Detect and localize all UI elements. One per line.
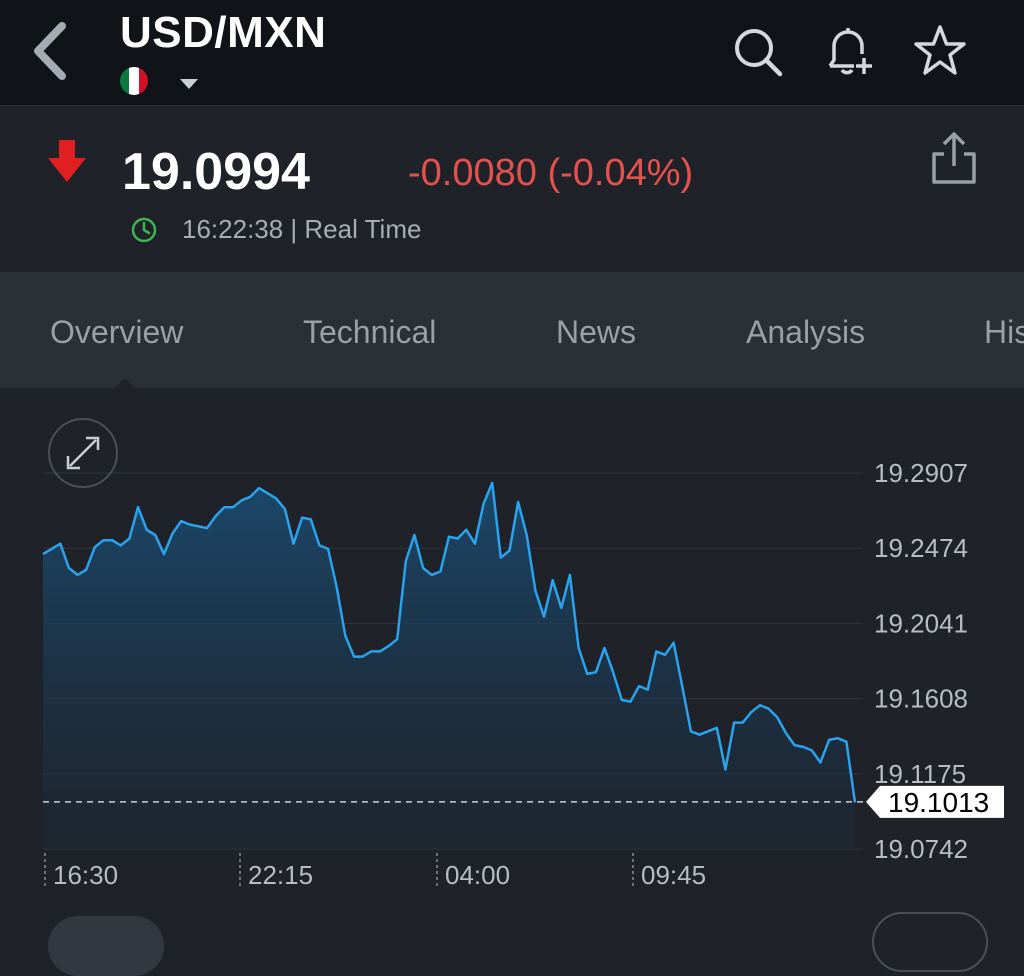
top-bar: USD/MXN (0, 0, 1024, 106)
current-price-tag (866, 785, 1004, 818)
current-price-label: 19.1013 (888, 787, 989, 818)
mexico-flag-icon[interactable] (120, 67, 148, 95)
chart-settings-button[interactable] (872, 912, 988, 972)
x-tick-label: 04:00 (445, 860, 510, 890)
quote-panel: 19.0994 -0.0080 (-0.04%) 16:22:38 | Real… (0, 106, 1024, 272)
price-chart[interactable]: 19.2907 19.2474 19.2041 19.1608 19.1175 19.07… (0, 388, 1024, 938)
x-tick-label: 09:45 (641, 860, 706, 890)
tab-analysis[interactable]: Analysis (746, 314, 866, 350)
price-change: -0.0080 (-0.04%) (408, 152, 694, 194)
timestamp-status: 16:22:38 | Real Time (182, 214, 422, 244)
tab-news[interactable]: News (556, 314, 637, 350)
back-icon[interactable] (26, 20, 78, 82)
y-tick-label: 19.2907 (874, 458, 968, 488)
add-alert-bell-icon[interactable] (820, 24, 876, 80)
y-tick-label: 19.1608 (874, 684, 968, 714)
price-line (42, 481, 857, 803)
search-icon[interactable] (730, 24, 786, 80)
area-fill (43, 482, 855, 849)
tab-technical[interactable]: Technical (303, 314, 437, 350)
expand-chart-button[interactable] (48, 418, 118, 488)
active-tab-pointer (114, 378, 136, 389)
chevron-down-icon[interactable] (180, 76, 198, 94)
page-title: USD/MXN (120, 8, 327, 57)
current-price: 19.0994 (122, 143, 310, 201)
x-tick-label: 22:15 (248, 860, 313, 890)
clock-icon (130, 216, 158, 249)
down-arrow-icon (48, 140, 86, 187)
expand-icon (66, 436, 100, 470)
y-tick-label: 19.1175 (874, 759, 966, 789)
chart-period-button[interactable] (48, 916, 164, 976)
y-tick-label: 19.2041 (874, 608, 968, 638)
y-tick-label: 19.0742 (874, 834, 968, 864)
tab-bar: Overview Technical News Analysis His (0, 272, 1024, 388)
tab-overview[interactable]: Overview (50, 314, 184, 350)
y-tick-label: 19.2474 (874, 533, 968, 563)
tab-historical[interactable]: His (984, 314, 1024, 350)
x-tick-label: 16:30 (53, 860, 118, 890)
price-chart-area: 19.2907 19.2474 19.2041 19.1608 19.1175 19.07… (0, 388, 1024, 976)
share-icon[interactable] (928, 130, 980, 191)
star-icon[interactable] (912, 24, 968, 80)
